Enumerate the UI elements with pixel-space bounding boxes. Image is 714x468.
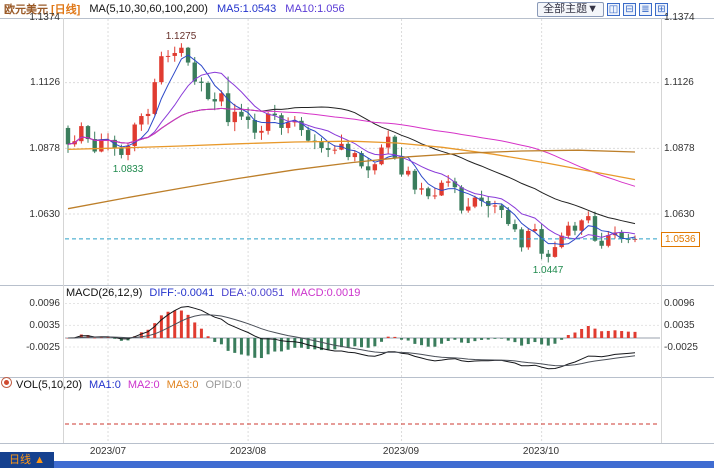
current-price-box: 1.0536 (661, 232, 700, 247)
macd-tick-right: -0.0025 (664, 342, 698, 353)
date-label: 2023/10 (522, 446, 560, 457)
header-controls: 全部主题▼ ◫ ⊟ ≣ ⊞ (537, 2, 668, 17)
vol-title-row: VOL(5,10,20) MA1:0 MA2:0 MA3:0 OPID:0 (16, 379, 242, 391)
vol-title: VOL(5,10,20) (16, 379, 83, 391)
vol-ma2-label: MA2:0 (127, 379, 160, 391)
period-selector-button[interactable]: 日线 ▲ (0, 452, 54, 468)
vol-ma3-label: MA3:0 (166, 379, 199, 391)
layout-grid-icon[interactable]: ⊞ (655, 3, 668, 16)
macd-title: MACD(26,12,9) (66, 287, 143, 299)
layout-split-icon[interactable]: ⊟ (623, 3, 636, 16)
symbol-label: 欧元美元 (4, 4, 48, 16)
y-axis-tick-left: 1.0630 (29, 209, 60, 220)
bottom-scrollbar[interactable] (0, 461, 714, 468)
macd-plot (65, 305, 660, 370)
macd-tick-left: 0.0035 (29, 320, 60, 331)
macd-macd-label: MACD:0.0019 (291, 287, 361, 299)
macd-diff-label: DIFF:-0.0041 (149, 287, 215, 299)
panel-borders (0, 18, 714, 444)
macd-dea-label: DEA:-0.0051 (221, 287, 285, 299)
macd-tick-right: 0.0096 (664, 298, 695, 309)
macd-tick-right: 0.0035 (664, 320, 695, 331)
ma10-label: MA10:1.056 (285, 3, 345, 15)
period-label: 日线 (9, 454, 32, 466)
macd-tick-left: -0.0025 (26, 342, 60, 353)
vol-ma1-label: MA1:0 (89, 379, 121, 391)
y-axis-tick-right: 1.1374 (664, 12, 695, 23)
chart-header: 欧元美元 [日线] MA(5,10,30,60,100,200) MA5:1.0… (0, 0, 345, 18)
macd-title-row: MACD(26,12,9) DIFF:-0.0041 DEA:-0.0051 M… (66, 287, 360, 299)
trough-price-label: 1.0447 (532, 265, 564, 276)
candles (65, 43, 638, 263)
y-axis-tick-right: 1.0878 (664, 143, 695, 154)
ma-overlays (67, 54, 636, 246)
date-label: 2023/09 (382, 446, 420, 457)
y-axis-tick-left: 1.1374 (29, 12, 60, 23)
layout-rows-icon[interactable]: ≣ (639, 3, 652, 16)
y-axis-tick-right: 1.0630 (664, 209, 695, 220)
early-low-price-label: 1.0833 (112, 164, 144, 175)
y-axis-tick-right: 1.1126 (664, 77, 694, 88)
vol-opid-label: OPID:0 (205, 379, 242, 391)
layout-two-pane-icon[interactable]: ◫ (607, 3, 620, 16)
date-label: 2023/08 (229, 446, 267, 457)
date-label: 2023/07 (89, 446, 127, 457)
period-tag: [日线] (51, 4, 81, 16)
theme-selector-button[interactable]: 全部主题▼ (537, 2, 604, 17)
y-axis-tick-left: 1.1126 (30, 77, 60, 88)
ma-group-label: MA(5,10,30,60,100,200) (89, 3, 208, 15)
macd-tick-left: 0.0096 (29, 298, 60, 309)
up-arrow-icon: ▲ (34, 454, 45, 466)
y-axis-tick-left: 1.0878 (29, 143, 60, 154)
status-dot-icon[interactable] (1, 377, 12, 388)
peak-price-label: 1.1275 (165, 31, 197, 42)
ma5-label: MA5:1.0543 (216, 3, 277, 15)
